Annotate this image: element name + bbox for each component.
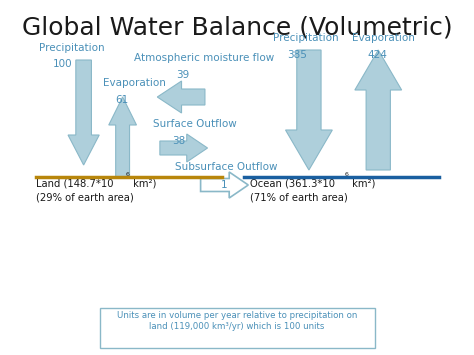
Text: 61: 61 — [116, 95, 129, 105]
FancyArrow shape — [201, 172, 248, 198]
Text: 38: 38 — [172, 136, 185, 146]
Text: Global Water Balance (Volumetric): Global Water Balance (Volumetric) — [22, 15, 452, 39]
FancyArrow shape — [285, 50, 332, 170]
FancyArrow shape — [160, 134, 208, 162]
Text: Units are in volume per year relative to precipitation on: Units are in volume per year relative to… — [117, 311, 357, 320]
FancyBboxPatch shape — [100, 308, 375, 348]
Text: 39: 39 — [176, 70, 190, 80]
Text: land (119,000 km³/yr) which is 100 units: land (119,000 km³/yr) which is 100 units — [149, 322, 325, 331]
Text: km²): km²) — [349, 178, 375, 188]
Text: (29% of earth area): (29% of earth area) — [36, 193, 134, 203]
Text: Land (148.7*10: Land (148.7*10 — [36, 178, 113, 188]
Text: 385: 385 — [287, 50, 307, 60]
Text: Subsurface Outflow: Subsurface Outflow — [174, 162, 277, 172]
Text: 424: 424 — [368, 50, 388, 60]
Text: 100: 100 — [53, 59, 72, 69]
Text: Evaporation: Evaporation — [352, 33, 415, 43]
FancyArrow shape — [355, 50, 401, 170]
Text: Surface Outflow: Surface Outflow — [153, 119, 237, 129]
Text: 1: 1 — [220, 180, 227, 190]
FancyArrow shape — [109, 97, 137, 177]
FancyArrow shape — [157, 81, 205, 113]
Text: (71% of earth area): (71% of earth area) — [250, 193, 348, 203]
FancyArrow shape — [68, 60, 99, 165]
Text: Precipitation: Precipitation — [273, 33, 338, 43]
Text: km²): km²) — [129, 178, 156, 188]
Text: Atmospheric moisture flow: Atmospheric moisture flow — [134, 53, 274, 63]
Text: Precipitation: Precipitation — [38, 43, 104, 53]
Text: Ocean (361.3*10: Ocean (361.3*10 — [250, 178, 335, 188]
Text: Evaporation: Evaporation — [103, 78, 165, 88]
Text: 6: 6 — [345, 172, 348, 177]
Text: 6: 6 — [125, 172, 129, 177]
